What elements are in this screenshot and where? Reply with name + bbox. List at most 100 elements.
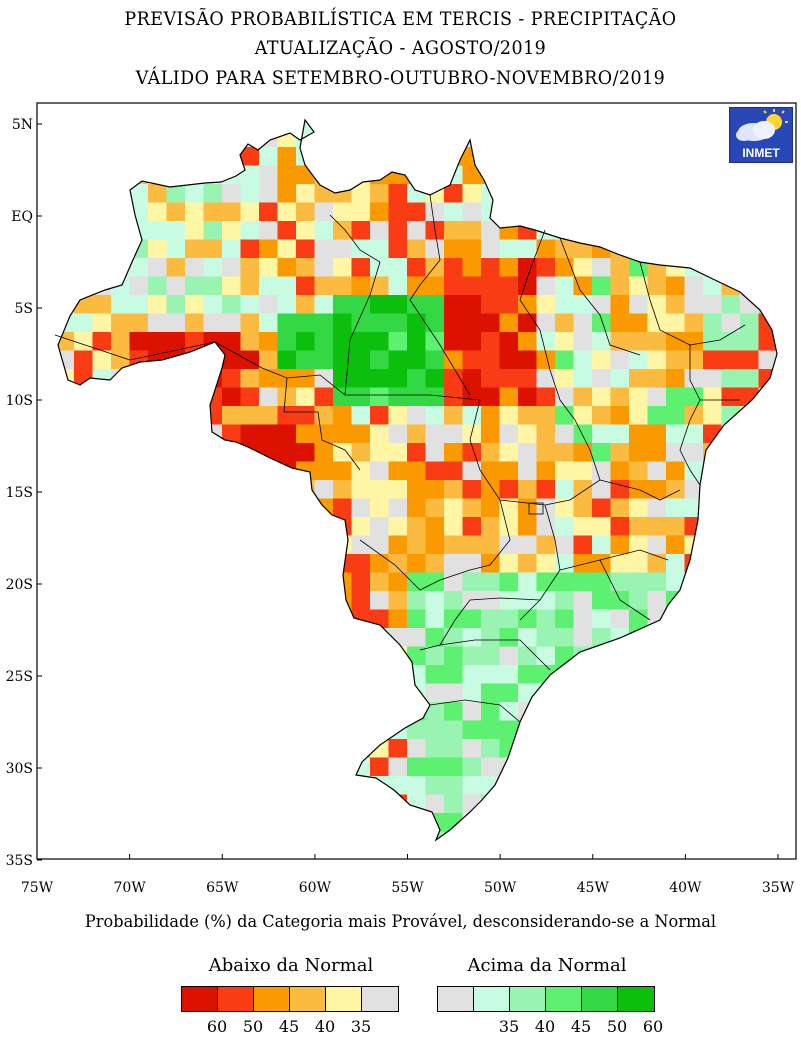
- probability-cell: [240, 591, 260, 611]
- probability-cell: [185, 332, 205, 352]
- probability-cell: [296, 665, 316, 685]
- probability-cell: [740, 165, 760, 185]
- probability-cell: [703, 480, 723, 500]
- probability-cell: [259, 869, 278, 888]
- probability-cell: [259, 609, 279, 629]
- probability-cell: [481, 276, 501, 296]
- probability-cell: [351, 147, 371, 167]
- probability-cell: [740, 609, 760, 629]
- probability-cell: [629, 739, 649, 759]
- probability-cell: [240, 221, 260, 241]
- probability-cell: [407, 831, 427, 840]
- probability-cell: [518, 406, 538, 426]
- legend-swatch: [362, 987, 398, 1011]
- probability-cell: [499, 480, 519, 500]
- probability-cell: [444, 720, 464, 740]
- probability-cell: [573, 794, 593, 814]
- probability-cell: [666, 554, 686, 574]
- probability-cell: [777, 295, 796, 314]
- probability-cell: [240, 147, 260, 167]
- probability-cell: [111, 387, 131, 407]
- probability-cell: [167, 869, 186, 888]
- lon-tick-label: 50W: [484, 880, 517, 896]
- probability-cell: [758, 831, 777, 840]
- probability-cell: [573, 443, 593, 463]
- probability-cell: [425, 628, 445, 648]
- probability-cell: [740, 869, 759, 888]
- probability-cell: [148, 258, 168, 278]
- probability-cell: [740, 184, 760, 204]
- probability-cell: [388, 184, 408, 204]
- probability-cell: [222, 554, 242, 574]
- probability-cell: [296, 720, 316, 740]
- probability-cell: [629, 813, 649, 833]
- probability-cell: [647, 757, 667, 777]
- probability-cell: [407, 313, 427, 333]
- probability-cell: [629, 165, 649, 185]
- probability-cell: [111, 831, 131, 840]
- probability-cell: [370, 221, 390, 241]
- probability-cell: [481, 646, 501, 666]
- probability-cell: [462, 757, 482, 777]
- probability-cell: [666, 202, 686, 222]
- probability-cell: [407, 369, 427, 389]
- probability-cell: [74, 239, 94, 259]
- probability-cell: [37, 573, 56, 592]
- probability-cell: [240, 776, 260, 796]
- probability-cell: [333, 295, 353, 315]
- probability-cell: [573, 813, 593, 833]
- probability-cell: [259, 406, 279, 426]
- probability-cell: [462, 295, 482, 315]
- probability-cell: [259, 535, 279, 555]
- probability-cell: [333, 683, 353, 703]
- probability-cell: [407, 572, 427, 592]
- probability-cell: [555, 646, 575, 666]
- probability-cell: [425, 387, 445, 407]
- probability-cell: [499, 147, 519, 167]
- probability-cell: [259, 239, 279, 259]
- probability-cell: [74, 202, 94, 222]
- probability-cell: [592, 461, 612, 481]
- probability-cell: [388, 683, 408, 703]
- probability-cell: [499, 424, 519, 444]
- probability-cell: [314, 202, 334, 222]
- probability-cell: [592, 535, 612, 555]
- probability-cell: [481, 702, 501, 722]
- probability-cell: [407, 350, 427, 370]
- probability-cell: [166, 739, 186, 759]
- legend-swatch: [218, 987, 254, 1011]
- probability-cell: [203, 739, 223, 759]
- probability-cell: [296, 554, 316, 574]
- probability-cell: [425, 165, 445, 185]
- probability-cell: [222, 757, 242, 777]
- probability-cell: [388, 702, 408, 722]
- probability-cell: [296, 572, 316, 592]
- probability-cell: [684, 739, 704, 759]
- probability-cell: [666, 406, 686, 426]
- probability-cell: [573, 591, 593, 611]
- probability-cell: [777, 314, 796, 333]
- probability-cell: [388, 776, 408, 796]
- probability-cell: [462, 628, 482, 648]
- probability-cell: [314, 665, 334, 685]
- probability-cell: [148, 120, 168, 130]
- probability-cell: [148, 702, 168, 722]
- probability-cell: [370, 776, 390, 796]
- probability-cell: [74, 258, 94, 278]
- probability-cell: [610, 276, 630, 296]
- probability-cell: [592, 739, 612, 759]
- probability-cell: [758, 406, 777, 426]
- probability-cell: [166, 554, 186, 574]
- probability-cell: [148, 813, 168, 833]
- probability-cell: [499, 184, 519, 204]
- probability-cell: [370, 665, 390, 685]
- probability-cell: [592, 295, 612, 315]
- probability-cell: [370, 517, 390, 537]
- probability-cell: [592, 646, 612, 666]
- probability-cell: [573, 120, 593, 130]
- probability-cell: [777, 425, 796, 444]
- probability-cell: [351, 120, 371, 130]
- probability-cell: [296, 276, 316, 296]
- probability-cell: [777, 258, 796, 277]
- probability-cell: [92, 165, 112, 185]
